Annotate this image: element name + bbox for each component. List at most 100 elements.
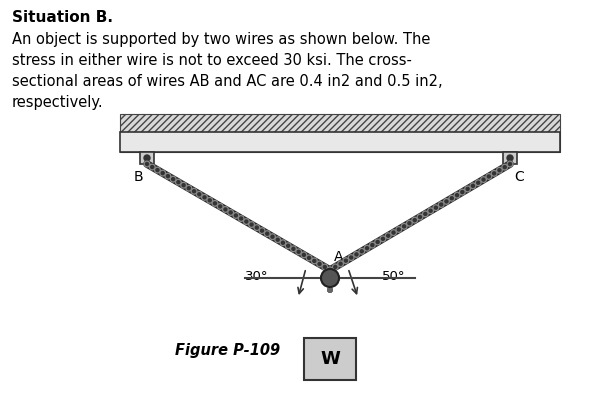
Text: respectively.: respectively. (12, 95, 103, 110)
Circle shape (144, 161, 150, 167)
Circle shape (339, 262, 342, 265)
Circle shape (213, 202, 216, 205)
Circle shape (160, 170, 165, 176)
Circle shape (396, 227, 402, 232)
Circle shape (360, 250, 363, 253)
Circle shape (167, 175, 169, 177)
Circle shape (322, 264, 328, 270)
Circle shape (503, 166, 506, 169)
Circle shape (233, 213, 239, 218)
Bar (120, 132, 560, 152)
Circle shape (177, 181, 180, 184)
Bar (120, 114, 560, 152)
Circle shape (303, 253, 306, 256)
Circle shape (475, 180, 481, 186)
Circle shape (440, 203, 443, 206)
Circle shape (175, 180, 181, 185)
Circle shape (261, 229, 264, 232)
Bar (503, 152, 517, 164)
Text: Figure P-109: Figure P-109 (175, 342, 280, 357)
Circle shape (328, 288, 332, 292)
Circle shape (371, 244, 374, 246)
Text: 50°: 50° (382, 270, 405, 282)
Circle shape (507, 155, 513, 161)
Circle shape (461, 191, 464, 193)
Circle shape (364, 245, 370, 251)
Circle shape (328, 288, 332, 292)
Circle shape (465, 186, 470, 192)
Circle shape (297, 251, 300, 253)
Circle shape (239, 216, 244, 221)
Circle shape (507, 161, 513, 167)
Circle shape (328, 288, 332, 292)
Circle shape (186, 185, 192, 191)
Circle shape (165, 173, 171, 179)
Circle shape (333, 264, 338, 270)
Circle shape (202, 195, 207, 200)
Text: Situation B.: Situation B. (12, 10, 113, 25)
Circle shape (280, 240, 286, 246)
Circle shape (217, 204, 223, 209)
Circle shape (328, 288, 332, 292)
Circle shape (224, 208, 227, 211)
Circle shape (234, 214, 237, 217)
Circle shape (470, 183, 476, 188)
Circle shape (338, 261, 343, 266)
Circle shape (228, 210, 234, 215)
Circle shape (392, 231, 395, 234)
Circle shape (292, 247, 295, 250)
Text: An object is supported by two wires as shown below. The: An object is supported by two wires as s… (12, 32, 430, 47)
Circle shape (317, 261, 322, 267)
Circle shape (255, 226, 258, 229)
Circle shape (365, 247, 368, 250)
Circle shape (328, 288, 332, 292)
Text: 30°: 30° (245, 270, 268, 282)
Circle shape (161, 172, 164, 175)
Circle shape (403, 225, 406, 228)
Circle shape (355, 253, 358, 256)
Circle shape (182, 184, 185, 187)
Circle shape (254, 225, 260, 231)
Circle shape (482, 178, 485, 181)
Text: C: C (514, 170, 524, 184)
Circle shape (391, 230, 396, 235)
Circle shape (380, 236, 386, 242)
Circle shape (386, 233, 391, 239)
Circle shape (219, 205, 221, 208)
Circle shape (181, 182, 186, 188)
Circle shape (402, 224, 407, 229)
Circle shape (188, 187, 190, 190)
Circle shape (491, 171, 497, 176)
Circle shape (198, 193, 200, 196)
Circle shape (240, 217, 242, 220)
Bar (140, 152, 154, 164)
Circle shape (481, 177, 486, 182)
Circle shape (318, 262, 321, 266)
Circle shape (275, 237, 280, 242)
Circle shape (445, 200, 448, 203)
Circle shape (156, 169, 159, 171)
Circle shape (412, 217, 418, 223)
Circle shape (502, 164, 507, 170)
Circle shape (282, 241, 285, 244)
Circle shape (223, 206, 228, 212)
Circle shape (438, 202, 444, 207)
Circle shape (328, 268, 331, 271)
Circle shape (229, 211, 232, 214)
Circle shape (149, 164, 155, 170)
Circle shape (144, 155, 150, 161)
Circle shape (454, 193, 460, 198)
Text: sectional areas of wires AB and AC are 0.4 in2 and 0.5 in2,: sectional areas of wires AB and AC are 0… (12, 74, 443, 89)
Circle shape (260, 228, 265, 233)
Circle shape (459, 189, 465, 195)
Circle shape (334, 265, 337, 268)
Bar (304, 338, 356, 380)
Circle shape (397, 228, 400, 231)
Circle shape (323, 266, 327, 268)
Circle shape (509, 162, 512, 166)
Text: A: A (334, 250, 344, 264)
Circle shape (450, 197, 453, 200)
Circle shape (423, 211, 428, 217)
Circle shape (212, 201, 218, 206)
Circle shape (203, 196, 206, 199)
